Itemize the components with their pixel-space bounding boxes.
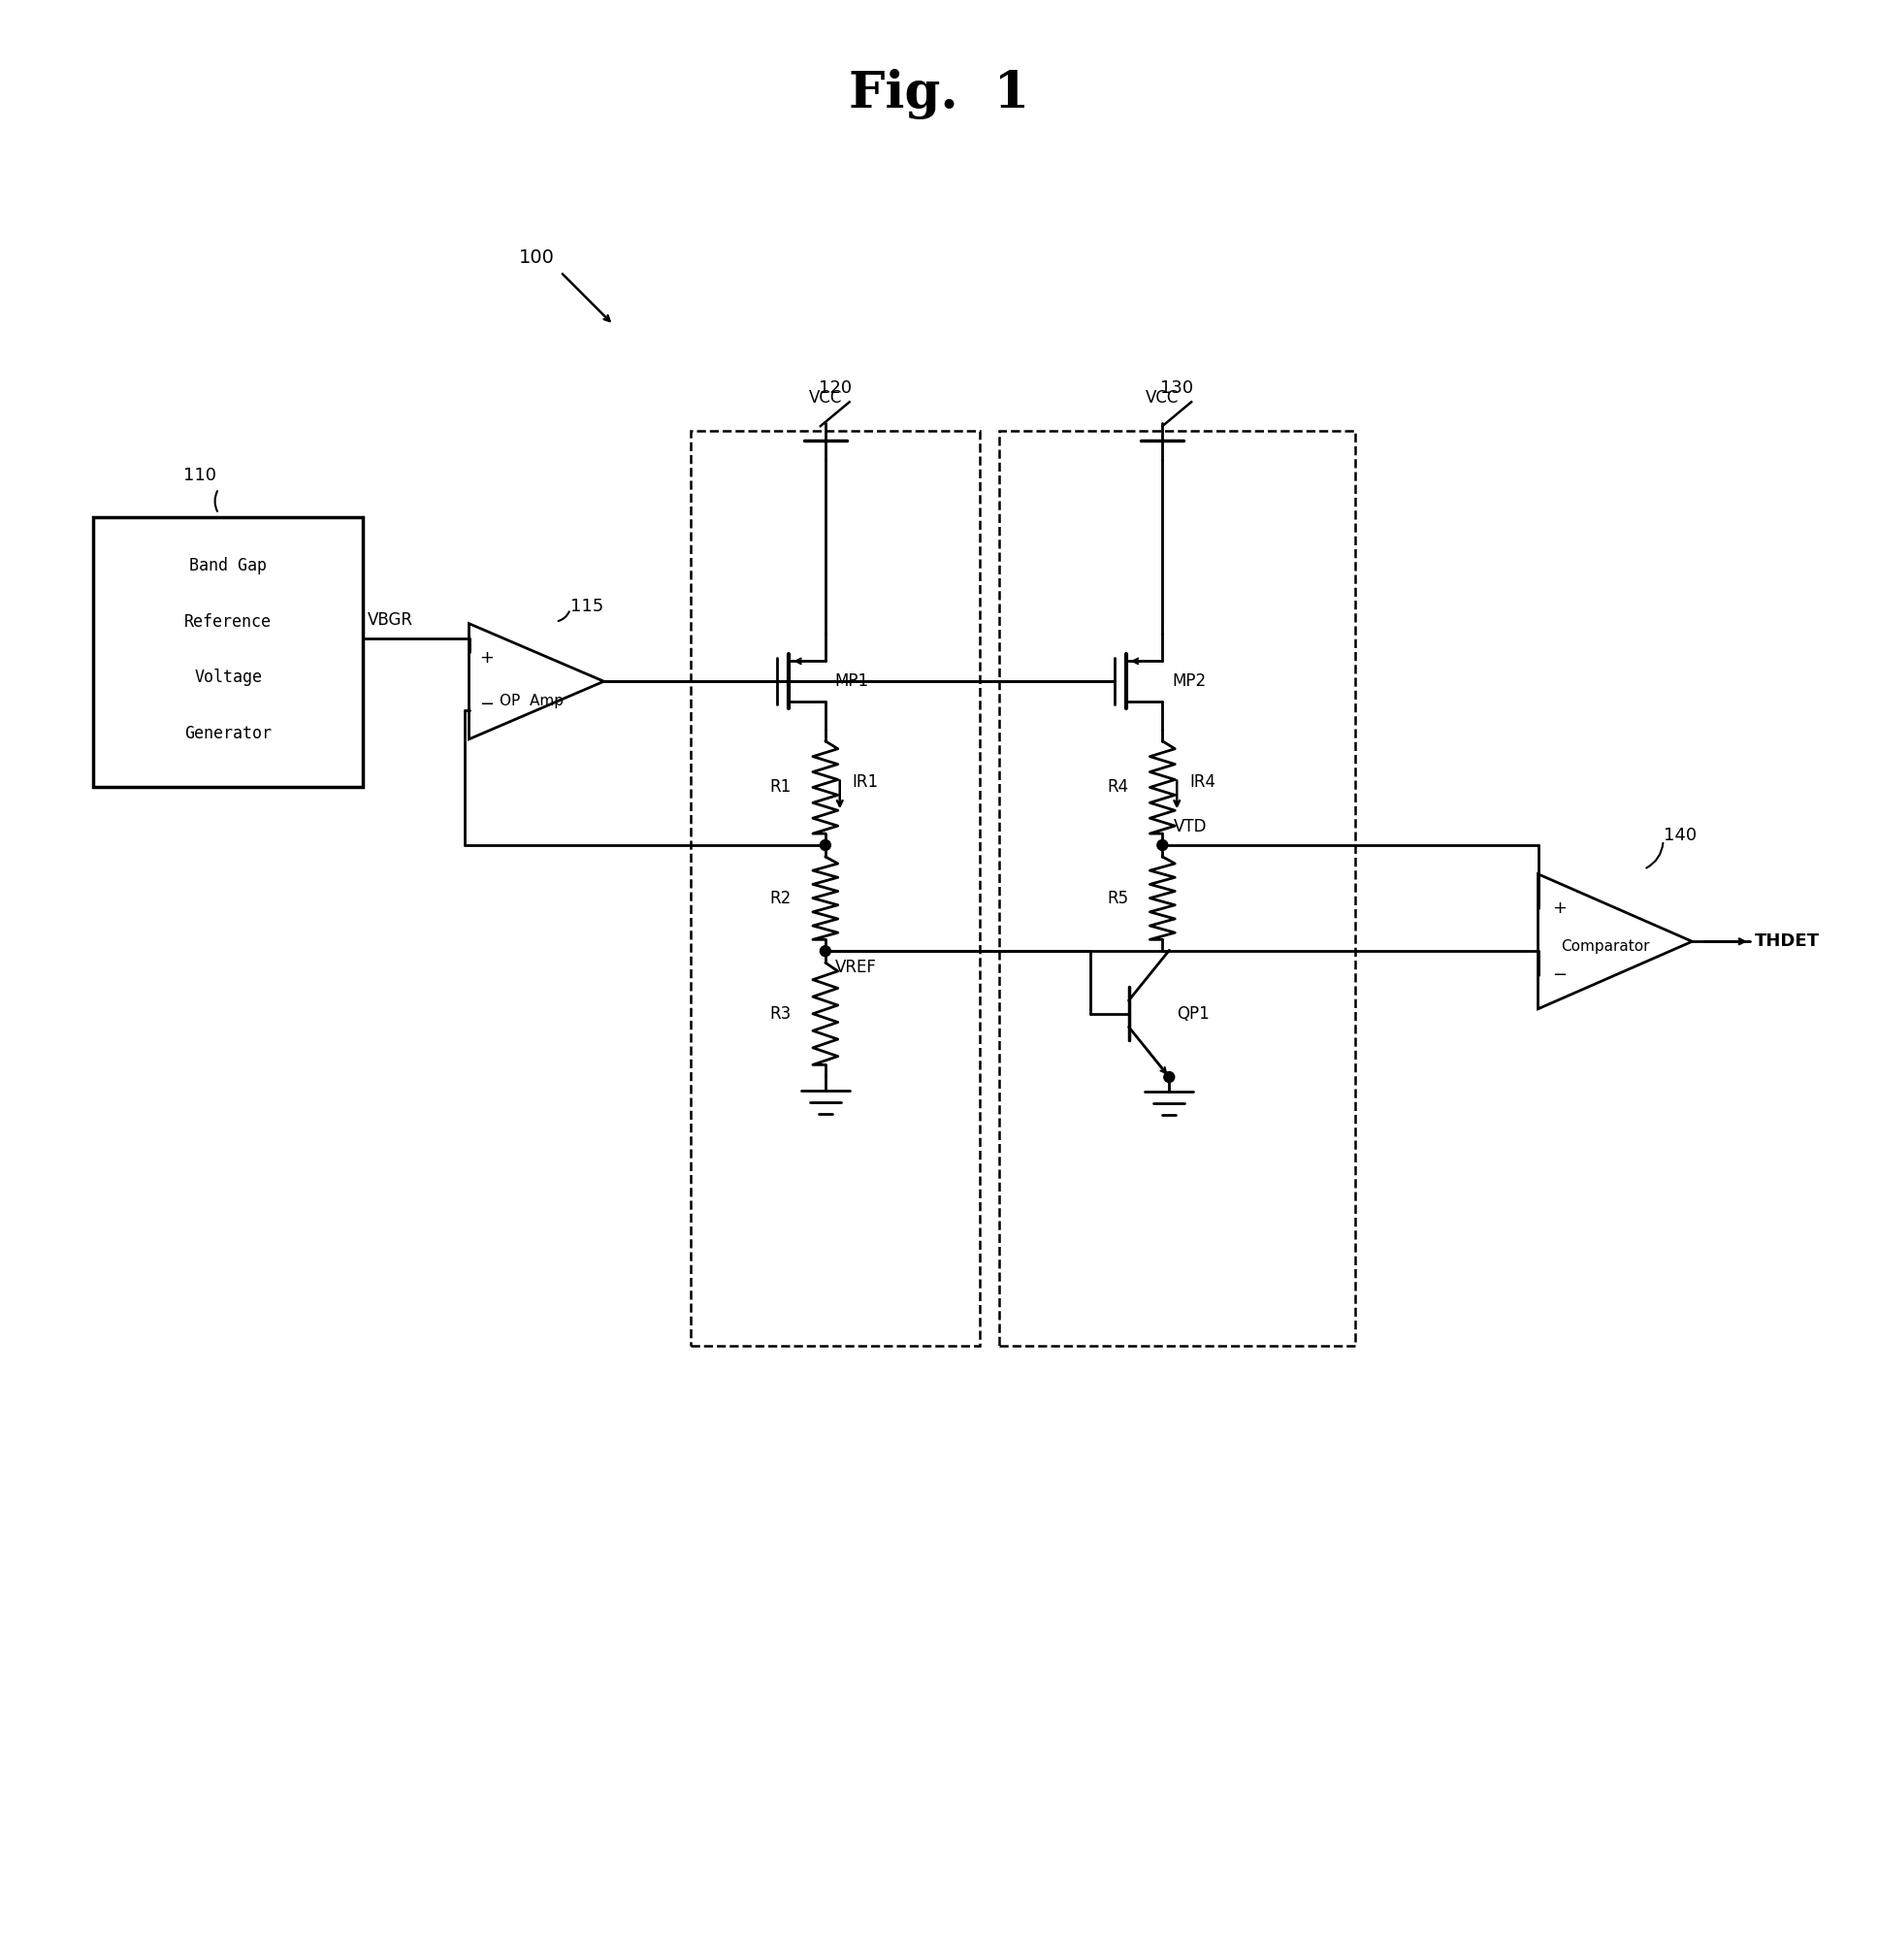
Text: 130: 130 (1161, 380, 1193, 398)
Text: 110: 110 (182, 466, 216, 484)
Text: MP2: MP2 (1172, 672, 1206, 690)
Text: 115: 115 (571, 598, 603, 615)
Text: MP1: MP1 (836, 672, 870, 690)
Circle shape (821, 839, 830, 851)
Text: Voltage: Voltage (193, 668, 263, 686)
Text: Fig.  1: Fig. 1 (849, 69, 1029, 120)
Circle shape (821, 947, 830, 956)
Text: VBGR: VBGR (368, 612, 413, 629)
Text: +: + (1551, 900, 1566, 917)
Text: 100: 100 (518, 249, 554, 267)
Text: VREF: VREF (836, 958, 877, 976)
Text: OP  Amp: OP Amp (500, 694, 563, 708)
Text: 140: 140 (1664, 827, 1696, 845)
Text: R2: R2 (770, 890, 793, 907)
Text: −: − (479, 696, 494, 713)
Text: R5: R5 (1108, 890, 1129, 907)
Text: Generator: Generator (184, 725, 272, 743)
Text: +: + (479, 649, 494, 666)
Text: THDET: THDET (1754, 933, 1820, 951)
Text: −: − (1551, 966, 1566, 984)
Circle shape (1164, 1072, 1174, 1082)
Text: VCC: VCC (1146, 390, 1179, 408)
Text: Reference: Reference (184, 613, 272, 631)
Text: Band Gap: Band Gap (190, 557, 267, 574)
Text: VTD: VTD (1174, 817, 1208, 835)
Text: R4: R4 (1108, 778, 1129, 796)
Text: 120: 120 (819, 380, 851, 398)
Text: QP1: QP1 (1178, 1005, 1209, 1023)
Text: Comparator: Comparator (1561, 939, 1651, 955)
Text: VCC: VCC (809, 390, 841, 408)
Text: R3: R3 (770, 1005, 793, 1023)
Text: R1: R1 (770, 778, 793, 796)
Text: IR4: IR4 (1189, 774, 1215, 792)
FancyBboxPatch shape (94, 517, 362, 788)
Text: IR1: IR1 (853, 774, 879, 792)
Circle shape (1157, 839, 1168, 851)
